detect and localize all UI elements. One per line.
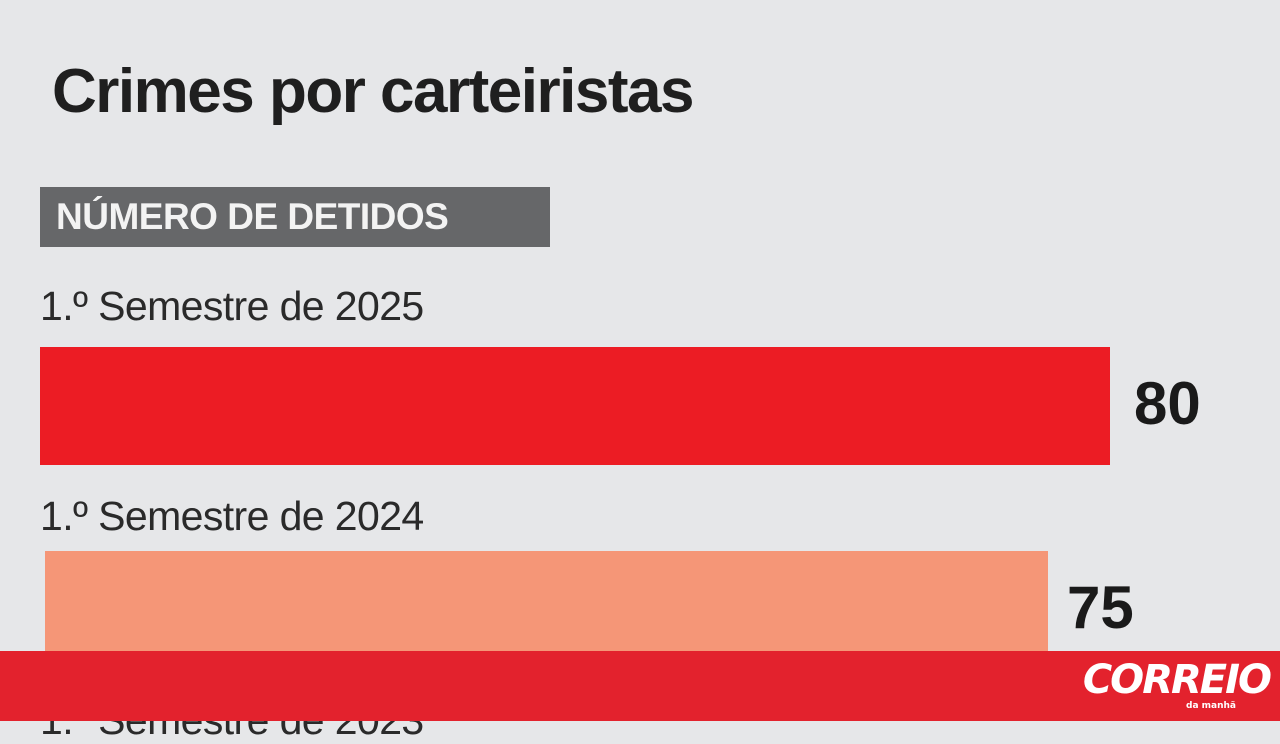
brand-logo[interactable]: CORREIO da manhã bbox=[1082, 657, 1272, 711]
chart-title: Crimes por carteiristas bbox=[52, 57, 694, 126]
footer-banner: CORREIO da manhã bbox=[0, 651, 1280, 721]
brand-name: CORREIO bbox=[1082, 657, 1272, 703]
bar-value-label: 80 bbox=[1134, 370, 1201, 437]
brand-subname: da manhã bbox=[1186, 701, 1236, 711]
category-label: 1.º Semestre de 2025 bbox=[40, 283, 424, 329]
subtitle-box: NÚMERO DE DETIDOS bbox=[40, 187, 550, 247]
bar bbox=[45, 551, 1048, 669]
bar-value-label: 75 bbox=[1067, 574, 1134, 641]
category-label: 1.º Semestre de 2024 bbox=[40, 493, 424, 539]
chart-subtitle: NÚMERO DE DETIDOS bbox=[56, 196, 449, 237]
bar bbox=[40, 347, 1110, 465]
